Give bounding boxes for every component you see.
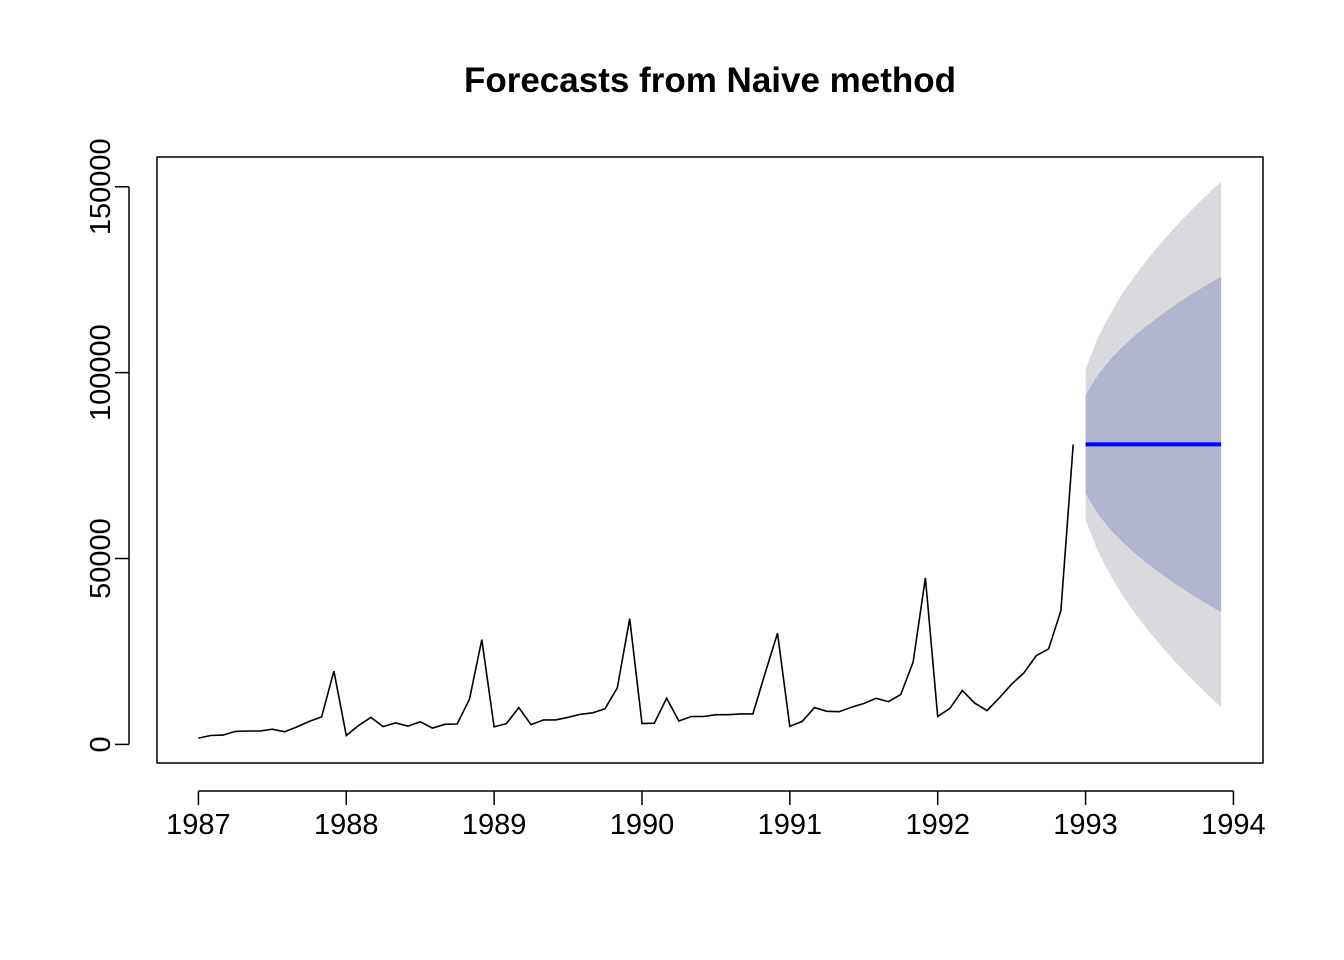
history-line bbox=[198, 444, 1074, 739]
y-tick-label: 50000 bbox=[85, 518, 117, 599]
x-tick-label: 1993 bbox=[1053, 809, 1118, 841]
x-tick-label: 1988 bbox=[314, 809, 379, 841]
x-tick-label: 1992 bbox=[905, 809, 970, 841]
plot-frame bbox=[156, 156, 1264, 764]
x-tick-label: 1994 bbox=[1201, 809, 1266, 841]
x-axis: 1987 1988 1989 1990 1991 1992 1993 1994 bbox=[166, 790, 1266, 841]
chart-title: Forecasts from Naive method bbox=[464, 61, 956, 100]
y-axis: 0 50000 100000 150000 bbox=[85, 138, 130, 752]
y-tick-label: 100000 bbox=[85, 324, 117, 421]
x-tick-label: 1987 bbox=[166, 809, 231, 841]
y-tick-label: 0 bbox=[85, 736, 117, 752]
series-lines bbox=[198, 442, 1222, 739]
x-tick-label: 1991 bbox=[758, 809, 823, 841]
x-tick-label: 1989 bbox=[462, 809, 527, 841]
x-tick-label: 1990 bbox=[610, 809, 675, 841]
y-tick-label: 150000 bbox=[85, 138, 117, 235]
